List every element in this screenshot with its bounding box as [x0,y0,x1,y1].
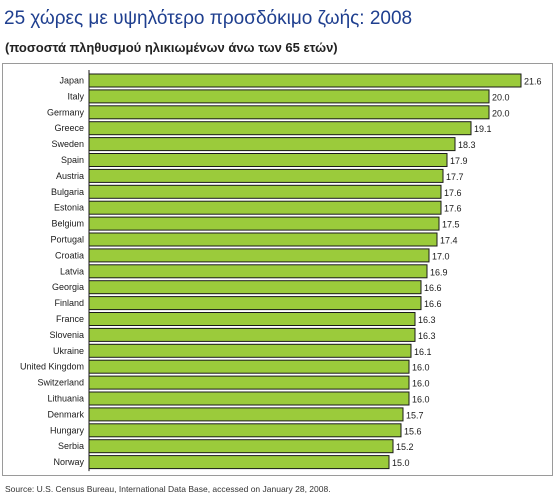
value-label: 20.0 [492,108,510,118]
category-label: Croatia [55,250,84,260]
category-label: Spain [61,155,84,165]
category-label: Italy [67,91,84,101]
bar [88,184,442,199]
value-label: 20.0 [492,92,510,102]
category-label: Japan [59,76,84,86]
value-label: 16.3 [418,331,436,341]
bar [88,343,412,358]
category-label: Estonia [54,203,84,213]
bar [88,153,448,167]
bar [88,391,410,406]
bar [88,280,422,295]
category-label: Sweden [51,139,84,149]
bar [88,73,522,88]
category-label: Ukraine [53,346,84,356]
category-label: Serbia [58,441,84,451]
bar [88,359,410,374]
category-label: Switzerland [37,378,84,388]
bar [88,423,402,438]
value-label: 16.0 [412,379,430,389]
category-label: Georgia [52,282,84,292]
category-label: Austria [56,171,84,181]
category-label: Germany [47,107,85,117]
bar [88,200,442,215]
bar [88,105,490,120]
category-label: Latvia [60,266,84,276]
category-label: Portugal [50,235,84,245]
bar [88,137,456,152]
value-label: 17.7 [446,172,464,182]
bar [88,455,390,470]
category-label: Greece [54,123,84,133]
bar [88,168,444,183]
value-label: 17.9 [450,156,468,166]
value-label: 15.6 [404,426,422,436]
bar [88,439,394,454]
bar [88,121,472,136]
value-label: 18.3 [458,140,476,150]
value-label: 15.7 [406,410,424,420]
bar [88,89,490,104]
category-label: Slovenia [49,330,84,340]
bar [88,312,416,326]
value-label: 16.3 [418,315,436,325]
value-label: 15.0 [392,458,410,468]
category-label: Denmark [47,409,84,419]
value-label: 17.0 [432,251,450,261]
value-label: 17.5 [442,220,460,230]
value-label: 17.6 [444,204,462,214]
bar-chart: Japan 21.6 Italy 20.0 Germany 20.0 Greece 19.1 S… [20,70,542,472]
bar [88,216,440,231]
chart-frame: Japan 21.6 Italy 20.0 Germany 20.0 Greece 19.1 S… [2,63,553,476]
value-label: 15.2 [396,442,414,452]
value-label: 16.6 [424,283,442,293]
bar [88,248,430,263]
value-label: 16.0 [412,363,430,373]
value-label: 17.6 [444,188,462,198]
category-label: Finland [54,298,84,308]
bar [88,232,438,247]
value-label: 21.6 [524,77,542,87]
chart-title: 25 χώρες με υψηλότερο προσδόκιμο ζωής: 2… [4,8,413,29]
category-label: France [56,314,84,324]
value-label: 16.0 [412,395,430,405]
category-label: Lithuania [47,394,84,404]
category-label: Norway [53,457,84,467]
bar [88,264,428,279]
source-note: Source: U.S. Census Bureau, Internationa… [5,484,331,494]
value-label: 16.6 [424,299,442,309]
category-label: United Kingdom [20,362,84,372]
bar [88,327,416,342]
chart-subtitle: (ποσοστά πληθυσμού ηλικιωμένων άνω των 6… [5,40,338,55]
bar [88,296,422,311]
value-label: 16.9 [430,267,448,277]
category-label: Belgium [51,219,84,229]
bar [88,375,410,390]
category-label: Bulgaria [51,187,84,197]
value-label: 16.1 [414,347,432,357]
value-label: 19.1 [474,124,492,134]
bar [88,407,404,422]
category-label: Hungary [50,425,85,435]
value-label: 17.4 [440,236,458,246]
